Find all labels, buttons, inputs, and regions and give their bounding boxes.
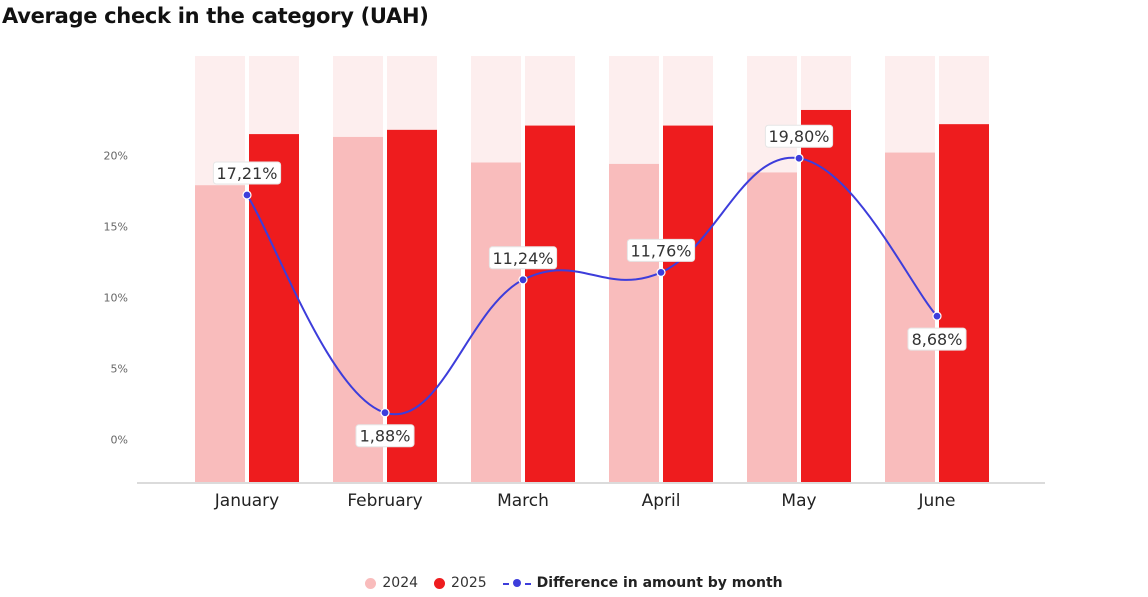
y-tick-label: 0% xyxy=(111,433,128,446)
x-tick-label: April xyxy=(642,491,681,511)
legend-label-2024: 2024 xyxy=(382,575,419,591)
data-label-text: 19,80% xyxy=(768,127,829,146)
bar-2025-march xyxy=(525,125,575,482)
bar-2024-june xyxy=(885,152,935,482)
data-label: 11,76% xyxy=(626,238,696,262)
data-label-text: 17,21% xyxy=(216,164,277,183)
chart-svg: January February March April May June 0% 5% 10% 1… xyxy=(104,56,1045,511)
data-label-box xyxy=(488,246,558,270)
legend-item-2025[interactable]: 2025 xyxy=(434,575,487,591)
difference-point xyxy=(656,267,666,278)
difference-point xyxy=(380,408,390,418)
bar-layer xyxy=(195,109,989,483)
y-tick-label: 15% xyxy=(104,220,128,233)
x-tick-label: January xyxy=(214,491,279,511)
legend: 2024 2025 Difference in amount by month xyxy=(0,572,1148,594)
data-label-layer: 17,21% 1,88% 11,24% 11,76% 19,80% 8,68% xyxy=(212,124,967,448)
axis-layer: January February March April May June 0% 5% 10% 1… xyxy=(104,149,1045,511)
x-tick-label: June xyxy=(917,491,955,511)
data-label-box xyxy=(907,327,967,351)
bar-2024-april xyxy=(609,163,659,483)
data-label-box xyxy=(355,424,415,448)
legend-item-difference[interactable]: Difference in amount by month xyxy=(502,575,783,591)
data-label-box xyxy=(212,161,282,185)
data-label-box xyxy=(764,124,834,148)
bar-2024-may xyxy=(747,172,797,482)
difference-line xyxy=(246,156,938,416)
x-tick-label: March xyxy=(497,491,549,511)
data-label-text: 11,24% xyxy=(492,249,553,268)
data-label-text: 1,88% xyxy=(360,427,411,446)
difference-point xyxy=(932,311,942,321)
data-label: 19,80% xyxy=(764,124,834,148)
bar-background-layer xyxy=(195,56,989,482)
y-tick-label: 10% xyxy=(104,291,128,304)
chart-title: Average check in the category (UAH) xyxy=(2,4,429,28)
data-label-text: 11,76% xyxy=(630,241,691,260)
y-tick-label: 5% xyxy=(111,362,128,375)
legend-label-difference: Difference in amount by month xyxy=(536,575,783,591)
legend-swatch-2024 xyxy=(365,577,377,589)
bar-2025-february xyxy=(387,129,437,482)
difference-point xyxy=(518,275,528,285)
data-label-box xyxy=(626,238,696,262)
data-label: 17,21% xyxy=(212,161,282,185)
legend-swatch-2025 xyxy=(434,577,446,589)
x-tick-label: February xyxy=(347,491,422,511)
x-tick-label: May xyxy=(781,491,816,511)
y-tick-label: 20% xyxy=(104,149,128,162)
bar-2025-may xyxy=(801,109,851,483)
bar-2025-april xyxy=(663,125,713,482)
legend-label-2025: 2025 xyxy=(451,575,487,591)
bar-2024-march xyxy=(471,162,521,482)
difference-point xyxy=(794,153,804,163)
legend-item-2024[interactable]: 2024 xyxy=(365,575,418,591)
data-label: 8,68% xyxy=(907,327,967,351)
difference-point xyxy=(242,190,252,200)
data-label: 1,88% xyxy=(355,424,415,448)
bar-2025-june xyxy=(939,124,989,482)
line-layer xyxy=(242,153,942,418)
legend-line-marker-icon xyxy=(502,578,531,588)
data-label-text: 8,68% xyxy=(912,330,963,349)
bar-2024-january xyxy=(195,185,245,482)
bar-2025-january xyxy=(249,134,299,482)
data-label: 11,24% xyxy=(488,246,558,270)
